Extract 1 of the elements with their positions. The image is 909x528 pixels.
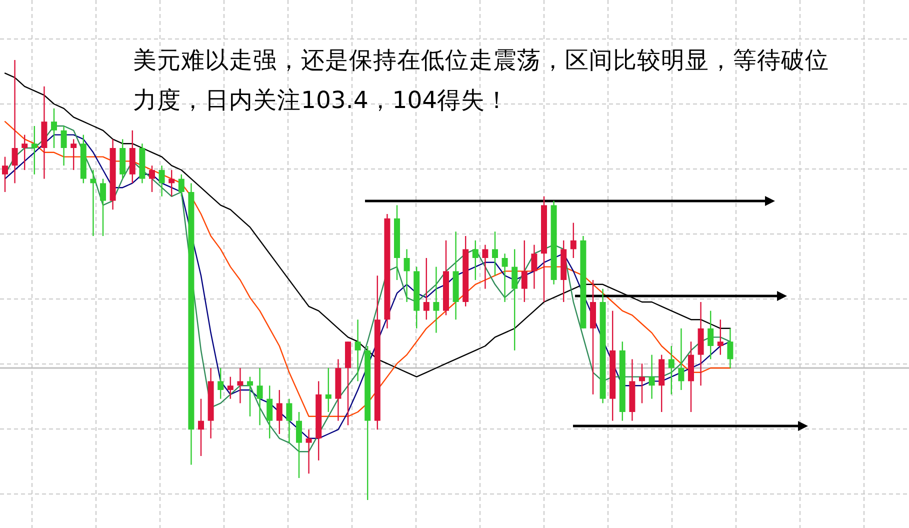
annotation: 美元难以走强，还是保持在低位走震荡，区间比较明显，等待破位力度，日内关注103.4，104得失！ [133,45,830,116]
